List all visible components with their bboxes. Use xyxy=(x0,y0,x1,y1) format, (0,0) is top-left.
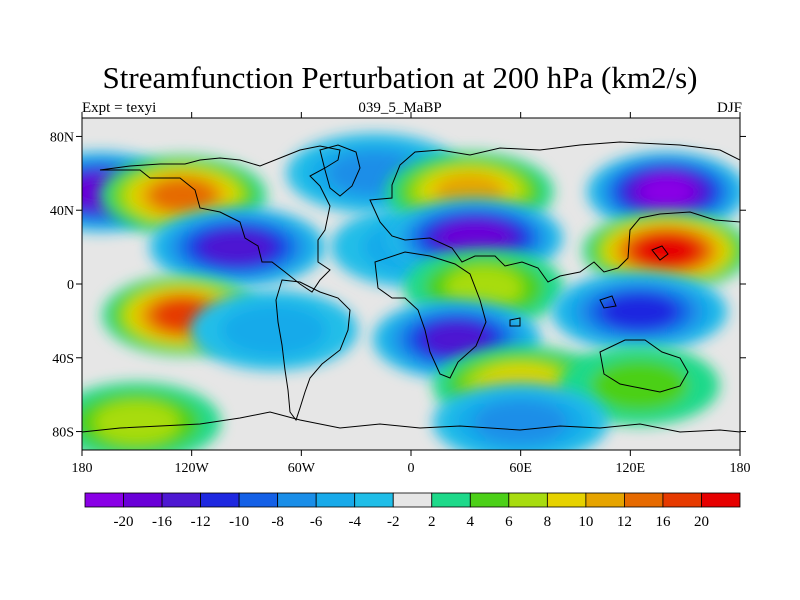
coastline-layer xyxy=(81,141,741,433)
colorbar-swatch xyxy=(200,492,240,508)
colorbar-label: -20 xyxy=(114,514,134,530)
coastline-north-america xyxy=(99,145,341,293)
colorbar-swatch xyxy=(315,492,356,508)
x-tick-label: 0 xyxy=(408,461,415,476)
y-tick-label: 40N xyxy=(50,204,74,219)
colorbar-swatch xyxy=(546,492,587,508)
colorbar-label: 12 xyxy=(617,514,632,530)
chart-title: Streamfunction Perturbation at 200 hPa (… xyxy=(102,60,698,95)
colorbar-label: -10 xyxy=(229,514,249,530)
colorbar-swatch xyxy=(238,492,279,508)
colorbar-swatch xyxy=(392,492,433,508)
colorbar-label: 6 xyxy=(505,514,513,530)
y-tick-label: 80N xyxy=(50,130,74,145)
contour-feature xyxy=(372,299,541,380)
x-tick-label: 120W xyxy=(175,461,210,476)
colorbar-label: -6 xyxy=(310,514,323,530)
contour-feature xyxy=(189,290,358,371)
colorbar-label: -16 xyxy=(152,514,172,530)
contour-feature xyxy=(582,210,740,291)
colorbar-label: 10 xyxy=(578,514,593,530)
colorbar-swatch xyxy=(469,492,510,508)
experiment-label: Expt = texyi xyxy=(82,100,157,116)
colorbar-label: -12 xyxy=(191,514,211,530)
colorbar-swatch xyxy=(431,492,471,508)
x-tick-label: 180 xyxy=(730,461,751,476)
coastline-islands xyxy=(509,245,669,327)
x-tick-label: 60W xyxy=(288,461,316,476)
x-tick-label: 120E xyxy=(616,461,646,476)
season-label: DJF xyxy=(716,100,742,116)
colorbar-swatch xyxy=(123,492,163,508)
colorbar-swatch xyxy=(354,492,394,508)
coastline-antarctica xyxy=(81,411,741,433)
colorbar-label: -2 xyxy=(387,514,400,530)
colorbar-label: -8 xyxy=(271,514,284,530)
colorbar-label: 16 xyxy=(655,514,671,530)
colorbar-swatch xyxy=(277,492,317,508)
coastline-south-america xyxy=(275,279,351,422)
contour-feature xyxy=(551,271,728,352)
colorbar-swatch xyxy=(585,492,625,508)
coastline-eurasia xyxy=(369,141,741,283)
y-tick-label: 40S xyxy=(52,352,74,367)
contour-feature xyxy=(82,382,221,450)
colorbar-label: 8 xyxy=(544,514,552,530)
coastline-australia xyxy=(599,339,689,393)
run-id-label: 039_5_MaBP xyxy=(358,100,442,116)
colorbar: -20 -16 -12 -10 -8 -6 -4 -2 2 4 6 8 10 12 16 20 xyxy=(84,492,741,530)
y-tick-label: 0 xyxy=(67,278,74,293)
coastline-africa xyxy=(374,251,487,379)
colorbar-label: 2 xyxy=(428,514,436,530)
coastline-greenland xyxy=(319,144,361,197)
colorbar-swatch xyxy=(84,492,124,508)
axis-layer: 180 120W 60W 0 60E 120E 180 80N 40N 0 40S 80S xyxy=(50,112,751,476)
contour-feature xyxy=(149,207,326,288)
colorbar-swatch xyxy=(161,492,201,508)
y-tick-label: 80S xyxy=(52,426,74,441)
contour-feature xyxy=(586,151,740,232)
x-tick-label: 180 xyxy=(72,461,93,476)
contour-feature xyxy=(432,382,609,450)
colorbar-label: 20 xyxy=(694,514,709,530)
colorbar-swatch xyxy=(508,492,548,508)
colorbar-swatch xyxy=(662,492,702,508)
contour-fill-layer xyxy=(82,118,740,450)
colorbar-label: -4 xyxy=(348,514,361,530)
colorbar-swatch xyxy=(701,492,741,508)
colorbar-swatch xyxy=(624,492,664,508)
x-tick-label: 60E xyxy=(509,461,532,476)
colorbar-label: 4 xyxy=(467,514,475,530)
